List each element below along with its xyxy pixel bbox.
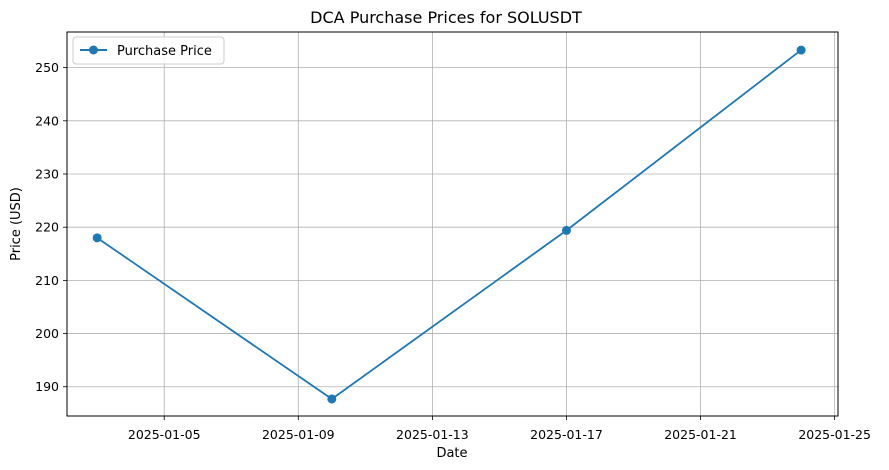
x-tick-label: 2025-01-17 [530,427,603,442]
legend-marker-swatch [89,45,98,55]
y-tick-label: 250 [35,60,59,75]
x-tick-label: 2025-01-25 [798,427,871,442]
x-tick-label: 2025-01-09 [262,427,335,442]
legend: Purchase Price [72,36,225,65]
y-tick-label: 230 [35,167,59,182]
x-tick-label: 2025-01-05 [128,427,201,442]
series-layer [92,45,806,404]
data-point [327,394,337,404]
x-tick-label: 2025-01-21 [664,427,737,442]
plot-area-frame [66,31,839,417]
y-axis: 190 200 210 220 230 240 250 [35,60,67,394]
y-tick-label: 190 [35,379,59,394]
legend-box [72,36,225,65]
y-tick-label: 200 [35,326,59,341]
grid-lines [67,32,838,416]
x-axis-label: Date [436,446,467,461]
legend-label: Purchase Price [117,44,212,59]
data-point [796,45,806,55]
x-tick-label: 2025-01-13 [396,427,469,442]
data-point [561,225,571,235]
chart-title: DCA Purchase Prices for SOLUSDT [310,8,582,27]
data-point [92,233,102,243]
x-axis: 2025-01-05 2025-01-09 2025-01-13 2025-01-17… [128,416,871,442]
y-axis-label: Price (USD) [9,187,24,261]
y-tick-label: 220 [35,220,59,235]
series-line [96,49,802,400]
y-tick-label: 240 [35,113,59,128]
y-tick-label: 210 [35,273,59,288]
